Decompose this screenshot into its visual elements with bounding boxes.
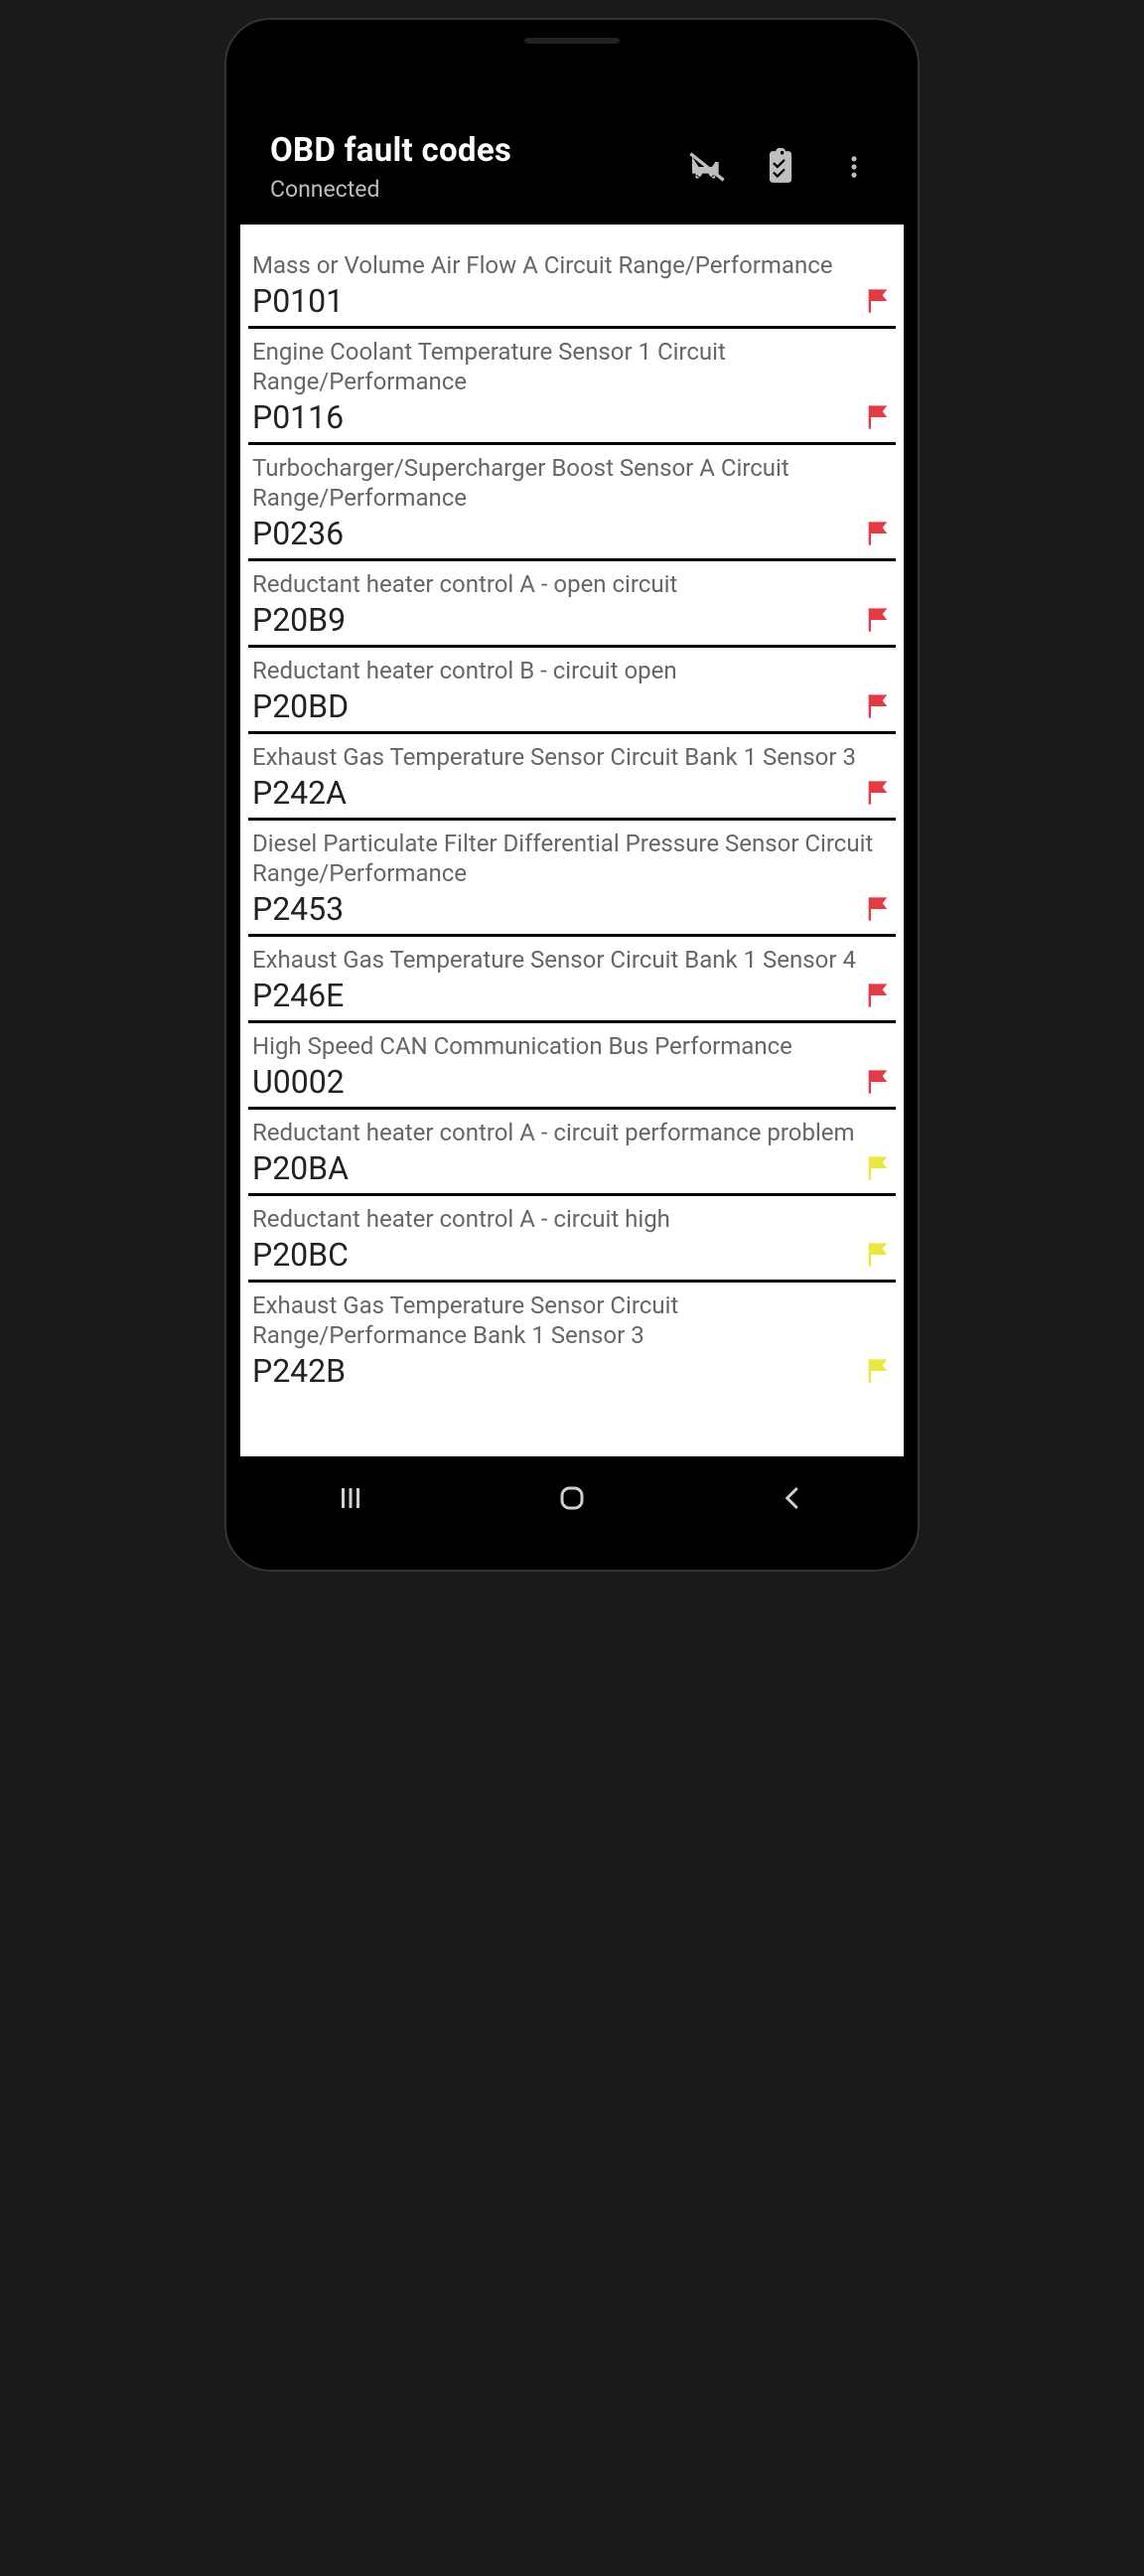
fault-code: P0236 <box>252 515 344 552</box>
fault-row: P246E <box>252 977 892 1014</box>
fault-description: Engine Coolant Temperature Sensor 1 Circ… <box>252 337 892 396</box>
fault-description: Reductant heater control A - circuit per… <box>252 1118 892 1147</box>
fault-description: Exhaust Gas Temperature Sensor Circuit B… <box>252 945 892 975</box>
fault-row: P0101 <box>252 282 892 320</box>
fault-code: P242B <box>252 1352 346 1390</box>
flag-icon <box>864 982 892 1009</box>
app-header: OBD fault codes Connected <box>240 123 904 225</box>
app-title: OBD fault codes <box>270 131 687 170</box>
android-nav-bar <box>240 1456 904 1540</box>
fault-row: P20BA <box>252 1149 892 1187</box>
fault-item[interactable]: Exhaust Gas Temperature Sensor Circuit B… <box>248 734 896 821</box>
fault-item[interactable]: Exhaust Gas Temperature Sensor Circuit R… <box>248 1283 896 1390</box>
flag-icon <box>864 779 892 807</box>
fault-row: P20BC <box>252 1236 892 1274</box>
fault-item[interactable]: High Speed CAN Communication Bus Perform… <box>248 1023 896 1110</box>
fault-item[interactable]: Diesel Particulate Filter Differential P… <box>248 821 896 937</box>
fault-row: P0236 <box>252 515 892 552</box>
fault-row: P0116 <box>252 398 892 436</box>
fault-code: P246E <box>252 977 344 1014</box>
fault-row: P242B <box>252 1352 892 1390</box>
back-button[interactable] <box>775 1479 812 1517</box>
fault-item[interactable]: Reductant heater control A - open circui… <box>248 561 896 648</box>
fault-code: P20BC <box>252 1236 349 1274</box>
fault-item[interactable]: Engine Coolant Temperature Sensor 1 Circ… <box>248 329 896 445</box>
fault-item[interactable]: Reductant heater control A - circuit hig… <box>248 1196 896 1283</box>
fault-item[interactable]: Reductant heater control A - circuit per… <box>248 1110 896 1196</box>
flag-icon <box>864 287 892 315</box>
more-menu-icon[interactable] <box>834 147 874 187</box>
fault-description: Reductant heater control A - open circui… <box>252 569 892 599</box>
fault-item[interactable]: Turbocharger/Supercharger Boost Sensor A… <box>248 445 896 561</box>
fault-code: P242A <box>252 774 347 812</box>
fault-description: Mass or Volume Air Flow A Circuit Range/… <box>252 250 892 280</box>
fault-description: Exhaust Gas Temperature Sensor Circuit B… <box>252 742 892 772</box>
fault-description: Diesel Particulate Filter Differential P… <box>252 829 892 888</box>
fault-item[interactable]: Exhaust Gas Temperature Sensor Circuit B… <box>248 937 896 1023</box>
fault-row: P2453 <box>252 890 892 928</box>
flag-icon <box>864 1154 892 1182</box>
fault-description: High Speed CAN Communication Bus Perform… <box>252 1031 892 1061</box>
phone-frame: OBD fault codes Connected <box>226 20 918 1570</box>
fault-description: Exhaust Gas Temperature Sensor Circuit R… <box>252 1290 892 1350</box>
home-button[interactable] <box>553 1479 591 1517</box>
fault-item[interactable]: Reductant heater control B - circuit ope… <box>248 648 896 734</box>
fault-row: P20BD <box>252 687 892 725</box>
recents-button[interactable] <box>332 1479 369 1517</box>
flag-icon <box>864 692 892 720</box>
flag-icon <box>864 1068 892 1096</box>
fault-code: P2453 <box>252 890 344 928</box>
status-bar <box>240 34 904 123</box>
fault-code: P20B9 <box>252 601 346 639</box>
fault-code: P0101 <box>252 282 344 320</box>
fault-code: U0002 <box>252 1063 345 1101</box>
fault-description: Reductant heater control A - circuit hig… <box>252 1204 892 1234</box>
connection-status: Connected <box>270 176 687 203</box>
fault-code: P0116 <box>252 398 344 436</box>
fault-row: P20B9 <box>252 601 892 639</box>
tow-truck-icon[interactable] <box>687 147 727 187</box>
bottom-pad <box>240 1540 904 1556</box>
flag-icon <box>864 606 892 634</box>
clipboard-icon[interactable] <box>761 147 800 187</box>
phone-screen: OBD fault codes Connected <box>240 34 904 1556</box>
flag-icon <box>864 895 892 923</box>
flag-icon <box>864 1241 892 1269</box>
fault-row: P242A <box>252 774 892 812</box>
header-text: OBD fault codes Connected <box>270 131 687 203</box>
fault-description: Reductant heater control B - circuit ope… <box>252 656 892 685</box>
flag-icon <box>864 403 892 431</box>
fault-code: P20BD <box>252 687 349 725</box>
fault-description: Turbocharger/Supercharger Boost Sensor A… <box>252 453 892 513</box>
fault-row: U0002 <box>252 1063 892 1101</box>
flag-icon <box>864 520 892 547</box>
content-area: Mass or Volume Air Flow A Circuit Range/… <box>240 225 904 1456</box>
fault-code-list[interactable]: Mass or Volume Air Flow A Circuit Range/… <box>240 225 904 1390</box>
fault-code: P20BA <box>252 1149 349 1187</box>
flag-icon <box>864 1357 892 1385</box>
phone-speaker <box>524 38 620 44</box>
fault-item[interactable]: Mass or Volume Air Flow A Circuit Range/… <box>248 242 896 329</box>
header-actions <box>687 147 880 187</box>
